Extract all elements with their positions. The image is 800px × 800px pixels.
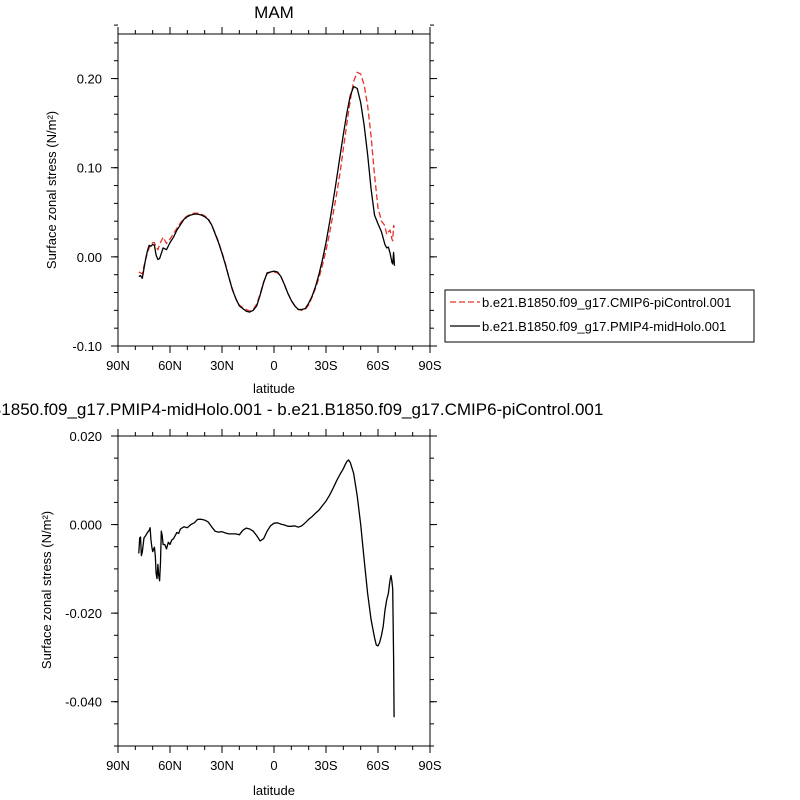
bottom-difference-chart: b.e21.B1850.f09_g17.PMIP4-midHolo.001 - …	[0, 400, 603, 798]
y-tick-label: 0.20	[77, 72, 102, 87]
series-line-2	[138, 85, 396, 313]
top-line-chart: MAM 90N 60N 30N 0 30S 60S 90S -0.10 0.00 0.10 0.20…	[44, 3, 755, 396]
legend-box	[444, 289, 755, 343]
difference-chart-title: b.e21.B1850.f09_g17.PMIP4-midHolo.001 - …	[0, 400, 603, 419]
y-tick-label: 0.020	[69, 429, 102, 444]
x-tick-label: 0	[270, 758, 277, 773]
legend-label-midHolo: b.e21.B1850.f09_g17.PMIP4-midHolo.001	[482, 319, 726, 334]
x-tick-label: 60S	[366, 758, 389, 773]
x-axis-label: latitude	[253, 783, 295, 798]
x-tick-label: 90N	[106, 758, 130, 773]
x-tick-label: 60N	[158, 358, 182, 373]
y-tick-label: 0.10	[77, 161, 102, 176]
y-tick-label: 0.00	[77, 250, 102, 265]
plot-area-series	[138, 71, 396, 313]
axis-ticks: 90N 60N 30N 0 30S 60S 90S -0.10 0.00 0.10 0.20	[72, 24, 442, 373]
legend: b.e21.B1850.f09_g17.CMIP6-piControl.001 …	[444, 289, 755, 343]
x-tick-label: 90S	[418, 358, 441, 373]
legend-label-piControl: b.e21.B1850.f09_g17.CMIP6-piControl.001	[482, 295, 731, 310]
y-axis-label: Surface zonal stress (N/m²)	[44, 111, 59, 269]
plot-area-series	[138, 459, 395, 718]
series-line-1	[138, 459, 395, 718]
x-axis-label: latitude	[253, 381, 295, 396]
x-tick-label: 60N	[158, 758, 182, 773]
x-tick-label: 90N	[106, 358, 130, 373]
y-tick-label: -0.10	[72, 339, 102, 354]
x-tick-label: 30N	[210, 758, 234, 773]
x-tick-label: 0	[270, 358, 277, 373]
y-tick-label: -0.040	[65, 695, 102, 710]
x-tick-label: 30N	[210, 358, 234, 373]
x-tick-label: 60S	[366, 358, 389, 373]
axis-ticks: 90N 60N 30N 0 30S 60S 90S -0.040 -0.020 0.000 0.02…	[65, 429, 442, 773]
y-tick-label: -0.020	[65, 606, 102, 621]
x-tick-label: 90S	[418, 758, 441, 773]
y-tick-label: 0.000	[69, 518, 102, 533]
x-tick-label: 30S	[314, 358, 337, 373]
x-tick-label: 30S	[314, 758, 337, 773]
plot-frame	[117, 435, 431, 747]
plot-frame	[117, 33, 431, 347]
chart-title: MAM	[254, 3, 294, 22]
y-axis-label: Surface zonal stress (N/m²)	[39, 511, 54, 669]
